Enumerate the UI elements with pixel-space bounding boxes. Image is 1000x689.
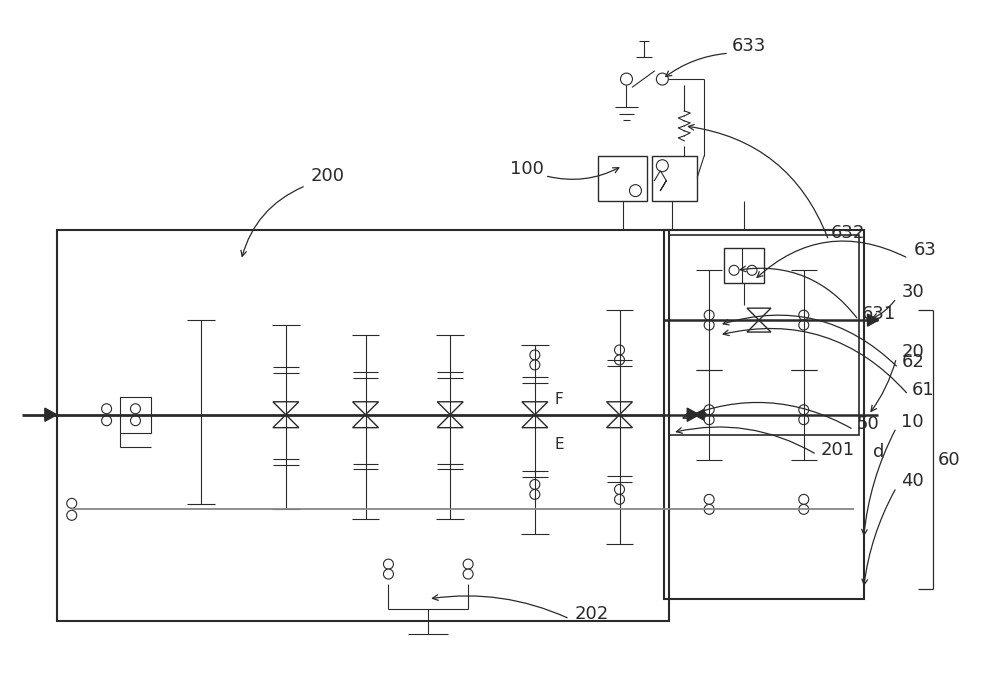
Circle shape (656, 160, 668, 172)
Circle shape (530, 480, 540, 489)
Bar (724, 249, 764, 283)
Text: 61: 61 (911, 381, 934, 399)
Circle shape (67, 498, 77, 508)
Polygon shape (747, 308, 771, 320)
Text: 20: 20 (901, 343, 924, 361)
Bar (652, 156, 697, 200)
Text: 201: 201 (821, 440, 855, 459)
Polygon shape (437, 415, 463, 428)
Circle shape (615, 345, 624, 355)
Text: 40: 40 (901, 473, 924, 491)
Text: 633: 633 (732, 37, 766, 55)
Bar (120, 397, 151, 433)
Bar (57, 230, 669, 621)
Text: 60: 60 (938, 451, 961, 469)
Circle shape (615, 355, 624, 365)
Circle shape (799, 504, 809, 514)
Polygon shape (45, 408, 57, 421)
Polygon shape (273, 415, 299, 428)
Polygon shape (353, 415, 378, 428)
Text: d: d (873, 442, 885, 460)
Polygon shape (437, 402, 463, 415)
Text: F: F (555, 392, 564, 407)
Polygon shape (694, 409, 705, 421)
Circle shape (729, 265, 739, 276)
Polygon shape (273, 402, 299, 415)
Circle shape (799, 415, 809, 424)
Circle shape (530, 350, 540, 360)
Circle shape (704, 320, 714, 330)
Circle shape (130, 404, 140, 413)
Circle shape (704, 310, 714, 320)
Text: 50: 50 (857, 415, 879, 433)
Circle shape (799, 310, 809, 320)
Text: 631: 631 (862, 305, 896, 323)
Circle shape (530, 360, 540, 370)
Circle shape (799, 320, 809, 330)
Bar (598, 156, 647, 200)
Polygon shape (607, 415, 632, 428)
Polygon shape (868, 314, 878, 326)
Polygon shape (687, 408, 699, 421)
Circle shape (629, 185, 641, 196)
Circle shape (621, 73, 632, 85)
Circle shape (383, 559, 393, 569)
Bar (669, 236, 859, 435)
Circle shape (615, 484, 624, 495)
Circle shape (615, 495, 624, 504)
Circle shape (102, 415, 112, 426)
Text: 10: 10 (901, 413, 924, 431)
Text: 632: 632 (831, 225, 865, 243)
Circle shape (530, 489, 540, 500)
Circle shape (704, 504, 714, 514)
Circle shape (704, 495, 714, 504)
Text: 62: 62 (901, 353, 924, 371)
Circle shape (67, 511, 77, 520)
Circle shape (747, 265, 757, 276)
Polygon shape (353, 402, 378, 415)
Circle shape (799, 404, 809, 415)
Text: 200: 200 (311, 167, 345, 185)
Bar (664, 230, 864, 599)
Circle shape (463, 559, 473, 569)
Polygon shape (607, 402, 632, 415)
Text: 202: 202 (575, 605, 609, 623)
Polygon shape (522, 415, 548, 428)
Polygon shape (522, 402, 548, 415)
Circle shape (704, 415, 714, 424)
Circle shape (130, 415, 140, 426)
Circle shape (463, 569, 473, 579)
Circle shape (799, 495, 809, 504)
Text: 100: 100 (510, 160, 544, 178)
Text: 63: 63 (913, 241, 936, 259)
Text: E: E (555, 437, 564, 452)
Polygon shape (747, 320, 771, 332)
Circle shape (656, 73, 668, 85)
Circle shape (383, 569, 393, 579)
Circle shape (102, 404, 112, 413)
Text: 30: 30 (901, 283, 924, 301)
Circle shape (704, 404, 714, 415)
